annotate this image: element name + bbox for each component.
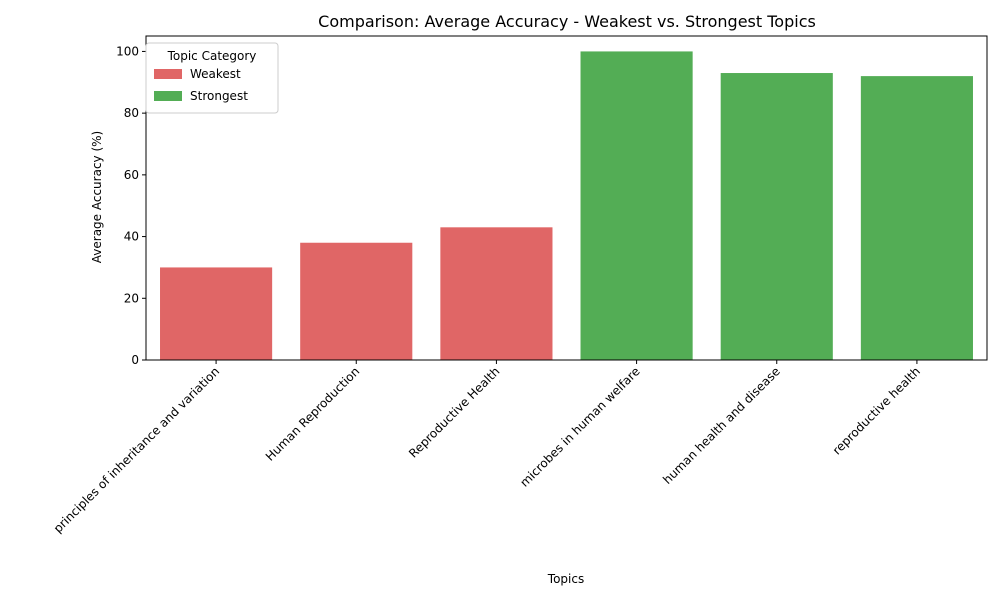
bar-strongest	[720, 73, 833, 361]
chart-title: Comparison: Average Accuracy - Weakest v…	[318, 12, 816, 31]
x-tick-label: reproductive health	[830, 364, 923, 457]
legend-label-strongest: Strongest	[190, 89, 248, 103]
y-tick-label: 0	[131, 353, 139, 367]
legend-title: Topic Category	[167, 49, 257, 63]
legend-swatch-weakest	[154, 69, 182, 79]
x-tick-label: Reproductive Health	[406, 364, 502, 460]
y-tick-label: 40	[124, 230, 139, 244]
x-axis: principles of inheritance and variation H…	[51, 360, 923, 536]
x-tick-label: Human Reproduction	[263, 364, 363, 464]
bar-weakest	[440, 227, 553, 360]
y-tick-label: 60	[124, 168, 139, 182]
x-tick-label: microbes in human welfare	[517, 364, 642, 489]
x-axis-label: Topics	[547, 572, 584, 586]
bar-strongest	[860, 76, 973, 360]
y-tick-label: 100	[116, 44, 139, 58]
y-tick-label: 80	[124, 106, 139, 120]
legend: Topic Category Weakest Strongest	[145, 42, 279, 114]
bar-weakest	[160, 267, 273, 360]
bar-weakest	[300, 242, 413, 360]
bars-layer	[160, 51, 973, 361]
x-tick-label: human health and disease	[660, 364, 783, 487]
legend-swatch-strongest	[154, 91, 182, 101]
x-tick-label: principles of inheritance and variation	[51, 364, 222, 535]
plot-frame	[145, 35, 988, 361]
y-tick-label: 20	[124, 291, 139, 305]
y-axis-label: Average Accuracy (%)	[90, 131, 104, 263]
bar-strongest	[580, 51, 693, 361]
legend-label-weakest: Weakest	[190, 67, 241, 81]
y-axis: 0 20 40 60 80 100	[116, 44, 146, 367]
